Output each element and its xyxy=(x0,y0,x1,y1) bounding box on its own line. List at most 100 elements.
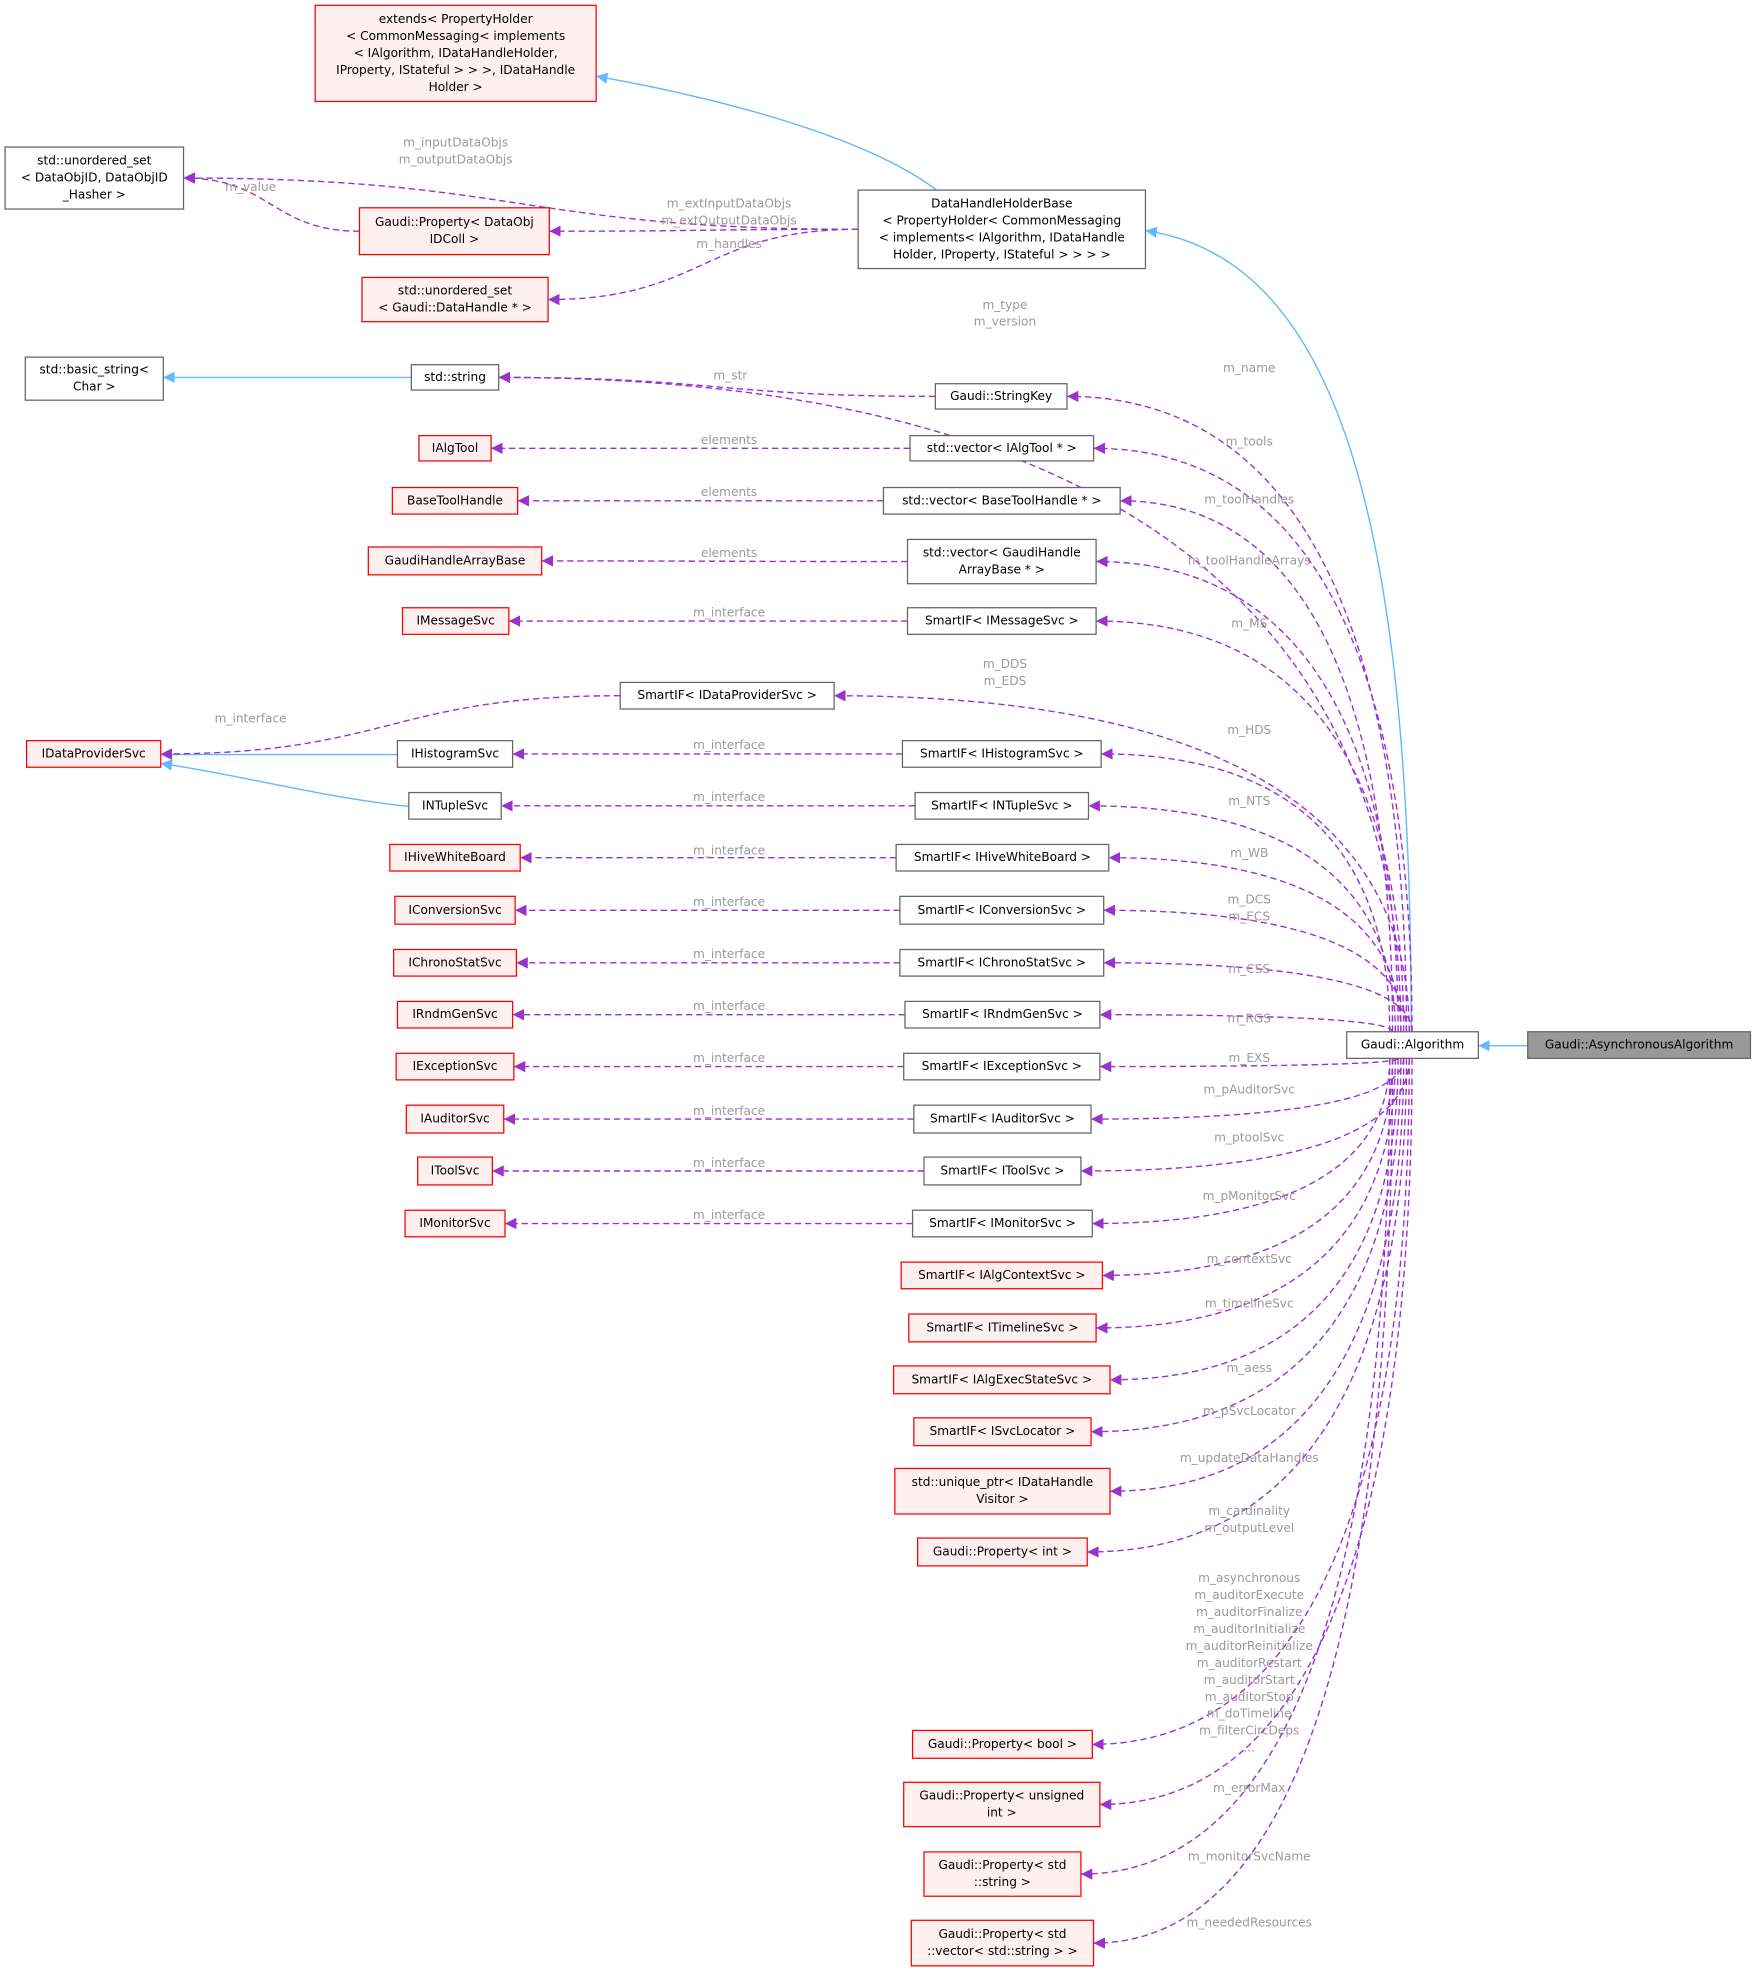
class-node xyxy=(395,1052,515,1081)
edge-label: m_ECS xyxy=(1228,910,1270,924)
class-node xyxy=(24,356,164,401)
node-label: Visitor > xyxy=(976,1492,1028,1506)
node-label: INTupleSvc xyxy=(422,798,488,812)
usage-edge xyxy=(1110,1058,1405,1497)
usage-edge xyxy=(1096,615,1405,1032)
node-label: SmartIF< IAlgExecStateSvc > xyxy=(911,1372,1092,1386)
edges: m_inputDataObjs m_outputDataObjs m_value m_… xyxy=(160,72,1528,1949)
node-label: < PropertyHolder< CommonMessaging xyxy=(882,213,1121,227)
node-label: SmartIF< ISvcLocator > xyxy=(930,1424,1076,1438)
usage-edge xyxy=(1093,1058,1394,1949)
node-label: IToolSvc xyxy=(431,1163,480,1177)
edge-label: m_WB xyxy=(1230,846,1268,860)
edge-label: m_neededResources xyxy=(1187,1915,1312,1929)
usage-edge xyxy=(1066,390,1408,1032)
class-node xyxy=(25,740,162,768)
class-node xyxy=(314,4,597,103)
edge-label: m_interface xyxy=(693,999,765,1013)
inheritance-edge xyxy=(1145,226,1412,1032)
node-label: IProperty, IStateful > > >, IDataHandle xyxy=(336,63,575,77)
node-label: < IAlgorithm, IDataHandleHolder, xyxy=(354,46,558,60)
class-node xyxy=(900,1261,1104,1290)
node-label: IAuditorSvc xyxy=(420,1112,489,1126)
node-label: IMonitorSvc xyxy=(419,1216,490,1230)
usage-edge xyxy=(1080,1058,1410,1177)
class-node xyxy=(892,1365,1111,1395)
node-label: SmartIF< IAlgContextSvc > xyxy=(918,1268,1085,1282)
node-label: Gaudi::Property< bool > xyxy=(928,1737,1077,1751)
edge-label: m_outputLevel xyxy=(1204,1521,1294,1535)
edge-label: m_errorMax xyxy=(1213,1781,1285,1795)
edge-label: m_interface xyxy=(693,738,765,752)
edge-label: m_asynchronous xyxy=(1198,1571,1300,1585)
class-node xyxy=(910,1919,1095,1967)
node-label: Char > xyxy=(73,380,116,394)
class-node xyxy=(367,546,543,576)
usage-edge xyxy=(1093,442,1413,1032)
node-label: std::string xyxy=(424,370,486,384)
edge-label: elements xyxy=(701,546,757,560)
class-node xyxy=(408,791,502,820)
usage-edge xyxy=(183,172,859,231)
class-node xyxy=(894,1467,1111,1515)
node-label: SmartIF< IAuditorSvc > xyxy=(930,1112,1075,1126)
node-label: SmartIF< IDataProviderSvc > xyxy=(637,688,816,702)
node-label: int > xyxy=(987,1805,1017,1819)
usage-edge xyxy=(1110,1058,1399,1386)
inheritance-edge xyxy=(160,759,409,808)
node-label: Gaudi::Property< unsigned xyxy=(919,1789,1084,1803)
class-node xyxy=(396,1000,514,1029)
node-label: std::unique_ptr< IDataHandle xyxy=(912,1475,1094,1489)
node-label: _Hasher > xyxy=(62,188,126,202)
class-node xyxy=(906,607,1097,635)
edge-label: m_str xyxy=(713,369,747,383)
usage-edge xyxy=(1101,748,1391,1032)
class-node xyxy=(401,607,510,635)
node-label: std::unordered_set xyxy=(398,284,513,298)
class-node xyxy=(911,1729,1093,1759)
edge-label: m_toolHandleArrays xyxy=(1188,553,1311,567)
class-node xyxy=(619,681,835,710)
edge-label: m_pMonitorSvc xyxy=(1203,1189,1296,1203)
node-label: SmartIF< IExceptionSvc > xyxy=(922,1059,1082,1073)
node-label: IHiveWhiteBoard xyxy=(404,850,506,864)
node-label: std::vector< BaseToolHandle * > xyxy=(902,493,1101,507)
edge-label: m_auditorStart xyxy=(1204,1673,1295,1687)
usage-edge xyxy=(834,690,1410,1032)
usage-edge xyxy=(498,371,936,398)
node-label: Gaudi::Property< DataObj xyxy=(375,215,534,229)
node-label: SmartIF< INTupleSvc > xyxy=(931,798,1072,812)
edge-label: m_interface xyxy=(693,605,765,619)
edge-label: m_interface xyxy=(215,712,287,726)
node-label: extends< PropertyHolder xyxy=(379,12,533,26)
usage-edge xyxy=(548,228,859,306)
edge-label: m_auditorReinitialize xyxy=(1186,1639,1313,1653)
class-node xyxy=(908,1313,1097,1343)
node-label: SmartIF< IRndmGenSvc > xyxy=(922,1007,1083,1021)
class-node xyxy=(904,1000,1101,1029)
edge-label: m_interface xyxy=(693,1156,765,1170)
class-node xyxy=(882,486,1121,515)
node-label: Gaudi::AsynchronousAlgorithm xyxy=(1545,1038,1733,1052)
edge-label: m_NTS xyxy=(1228,794,1270,808)
node-label: IMessageSvc xyxy=(416,614,494,628)
usage-edge xyxy=(1096,555,1399,1032)
edge-label: m_outputDataObjs xyxy=(399,153,513,167)
class-node xyxy=(899,895,1105,925)
class-node xyxy=(4,146,185,210)
node-label: Holder > xyxy=(429,80,483,94)
node-label: DataHandleHolderBase xyxy=(931,196,1072,210)
class-node xyxy=(417,1156,493,1186)
class-node xyxy=(899,948,1105,977)
node-label: GaudiHandleArrayBase xyxy=(385,553,526,567)
edge-label: m_value xyxy=(225,180,276,194)
usage-edge xyxy=(1120,495,1394,1032)
class-node xyxy=(903,1052,1101,1081)
node-label: ArrayBase * > xyxy=(959,563,1045,577)
class-node xyxy=(923,1156,1082,1186)
node-label: Gaudi::Property< std xyxy=(938,1858,1066,1872)
usage-edge xyxy=(549,225,859,237)
edge-label: m_version xyxy=(974,315,1036,329)
edge-label: m_inputDataObjs xyxy=(403,136,508,150)
class-node xyxy=(934,383,1068,410)
